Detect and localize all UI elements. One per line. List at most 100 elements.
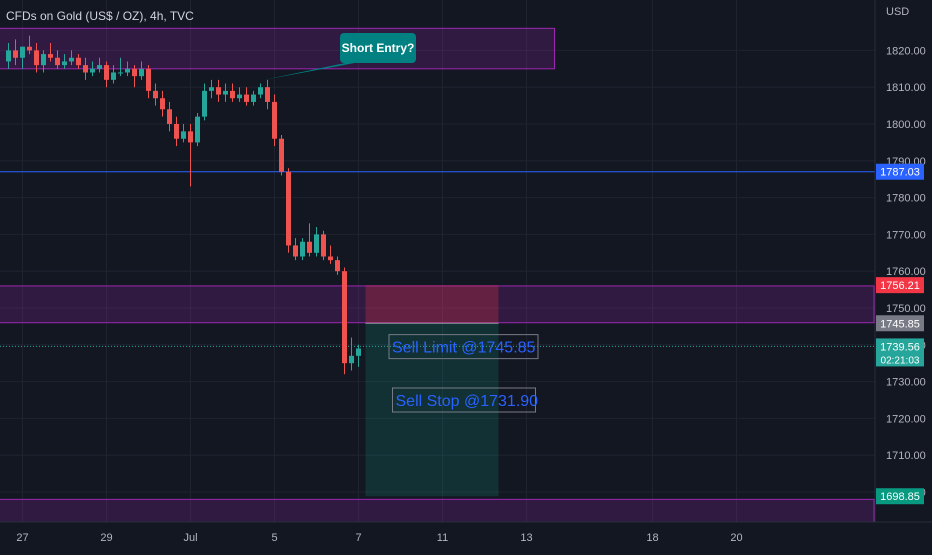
sell-stop-label: Sell Stop @1731.90 <box>396 393 539 410</box>
candle-body <box>90 68 95 73</box>
candle-body <box>160 98 165 110</box>
candle-body <box>265 87 270 102</box>
candle-body <box>349 355 354 364</box>
position-tool[interactable] <box>365 285 499 497</box>
current-price-text: 1739.56 <box>880 341 920 353</box>
price-tick-label: 1770.00 <box>886 229 926 241</box>
price-label-text: 1698.85 <box>880 491 920 503</box>
candle-body <box>62 61 67 66</box>
candle-body <box>216 87 221 95</box>
price-tick-label: 1750.00 <box>886 303 926 315</box>
candle-body <box>272 101 277 139</box>
callout-box <box>340 33 416 63</box>
candle-body <box>342 271 347 364</box>
time-tick-label: 18 <box>646 532 658 544</box>
chart-title: CFDs on Gold (US$ / OZ), 4h, TVC <box>6 9 194 23</box>
current-price-tag <box>876 338 924 367</box>
candle-body <box>251 94 256 102</box>
candle-body <box>307 241 312 253</box>
candle-body <box>6 50 11 62</box>
support-zone <box>0 498 875 526</box>
price-label-tag <box>876 488 924 505</box>
time-tick-label: 20 <box>730 532 742 544</box>
grid-lines <box>0 0 875 522</box>
price-label-tag <box>876 277 924 294</box>
candle-body <box>174 124 179 139</box>
candle-body <box>335 260 340 272</box>
price-labels: 1787.03 1756.21 1745.85 1698.85 1739.56 02:21… <box>876 163 924 505</box>
price-label-text: 1787.03 <box>880 167 920 179</box>
take-profit-zone[interactable] <box>365 323 499 497</box>
candle-body <box>13 50 18 58</box>
zones-layer <box>0 27 875 526</box>
price-tick-label: 1720.00 <box>886 413 926 425</box>
candle-body <box>237 94 242 99</box>
time-axis: 27 29 Jul 5 7 11 13 18 20 <box>16 532 742 544</box>
candle-countdown-text: 02:21:03 <box>881 355 920 366</box>
candle-body <box>146 68 151 91</box>
candle-body <box>258 87 263 95</box>
time-tick-label: 29 <box>100 532 112 544</box>
candle-body <box>69 57 74 62</box>
candle-body <box>321 234 326 257</box>
candles-layer <box>6 35 361 375</box>
price-label-tag <box>876 315 924 332</box>
candle-body <box>293 245 298 257</box>
sell-limit-box <box>388 334 539 360</box>
candle-body <box>125 68 130 73</box>
candle-body <box>139 68 144 77</box>
callout-pointer <box>264 62 360 80</box>
candle-body <box>230 90 235 99</box>
candle-body <box>104 65 109 80</box>
candle-body <box>181 131 186 139</box>
candle-body <box>34 50 39 66</box>
stop-loss-zone[interactable] <box>365 285 499 324</box>
candle-body <box>20 46 25 58</box>
price-label-text: 1745.85 <box>880 318 920 330</box>
candle-body <box>76 57 81 66</box>
time-tick-label: 7 <box>355 532 361 544</box>
time-axis-panel[interactable] <box>0 522 932 550</box>
time-tick-label: 13 <box>520 532 532 544</box>
candle-body <box>223 90 228 95</box>
resistance-zone <box>0 285 875 324</box>
candle-body <box>41 54 46 66</box>
candle-body <box>286 171 291 246</box>
candle-body <box>279 138 284 172</box>
candle-body <box>188 131 193 143</box>
candle-body <box>167 109 172 124</box>
price-axis-panel[interactable] <box>875 0 932 550</box>
annotations-layer: Short Entry? Sell Limit @1745.85 Sell Stop… <box>264 33 539 413</box>
top-resistance-zone <box>0 27 555 70</box>
candle-body <box>111 72 116 80</box>
sell-limit-label: Sell Limit @1745.85 <box>392 340 536 357</box>
candle-body <box>328 256 333 261</box>
sell-stop-box <box>392 387 536 413</box>
price-tick-label: 1760.00 <box>886 266 926 278</box>
candle-body <box>132 68 137 77</box>
candle-body <box>118 72 123 74</box>
price-label-text: 1756.21 <box>880 280 920 292</box>
time-tick-label: 27 <box>16 532 28 544</box>
candle-body <box>55 57 60 66</box>
candle-body <box>209 87 214 91</box>
horizontal-lines <box>0 171 875 347</box>
price-tick-label: 1820.00 <box>886 45 926 57</box>
time-tick-label: 11 <box>437 532 448 544</box>
currency-label: USD <box>886 6 909 18</box>
candle-body <box>202 90 207 117</box>
candle-body <box>27 46 32 51</box>
price-tick-label: 1810.00 <box>886 82 926 94</box>
price-tick-label: 1730.00 <box>886 377 926 389</box>
candle-body <box>153 90 158 99</box>
price-label-tag <box>876 163 924 180</box>
price-tick-label: 1800.00 <box>886 119 926 131</box>
time-tick-label: 5 <box>271 532 277 544</box>
candle-body <box>195 116 200 143</box>
candle-body <box>97 65 102 69</box>
candle-body <box>48 54 53 58</box>
candle-body <box>83 65 88 73</box>
candle-body <box>356 348 361 356</box>
